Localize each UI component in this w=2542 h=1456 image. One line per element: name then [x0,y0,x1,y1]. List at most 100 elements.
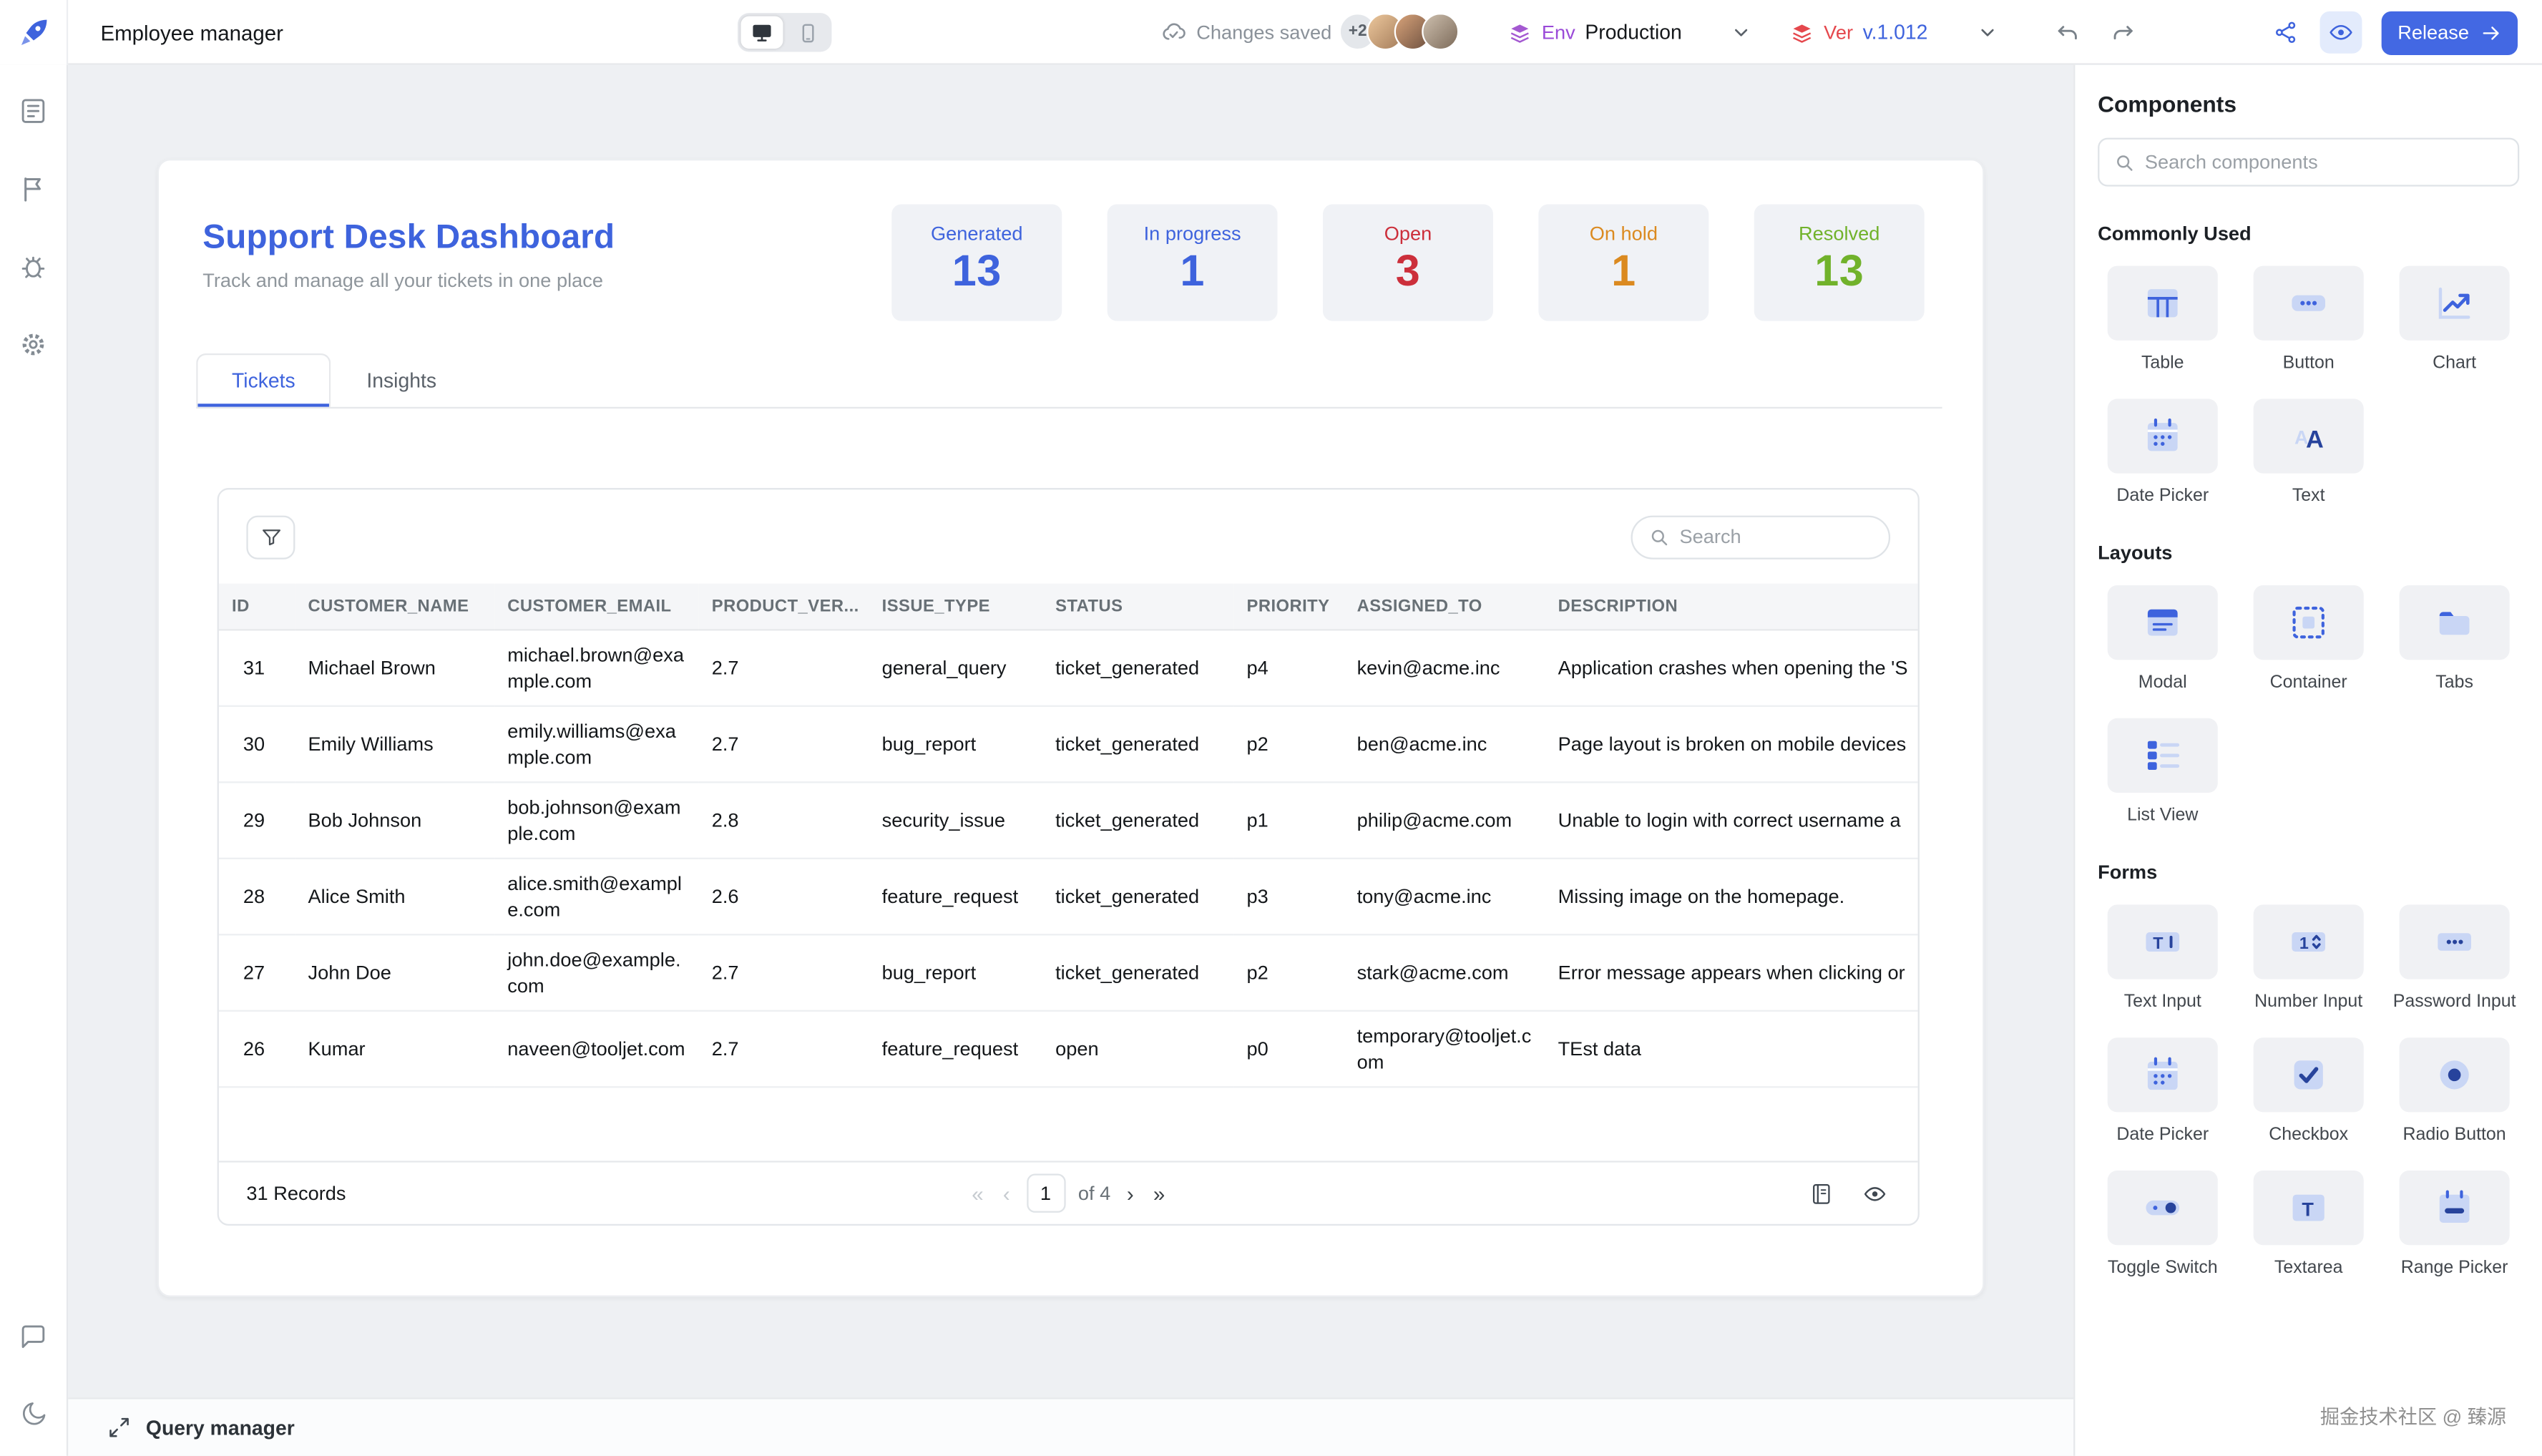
table-row[interactable]: 30 Emily Williams emily.williams@example… [218,705,1918,783]
theme-toggle-button[interactable] [11,1391,56,1436]
redo-button[interactable] [2103,11,2145,54]
mobile-view-button[interactable] [786,16,828,49]
component-item[interactable]: List View [2098,718,2227,825]
component-item[interactable]: Toggle Switch [2098,1171,2227,1278]
component-item[interactable]: 1 Number Input [2244,904,2373,1012]
tab[interactable]: Tickets [196,353,331,407]
cell-description: Error message appears when clicking or [1545,934,1918,1012]
cell-customer-email: bob.johnson@example.com [494,782,699,859]
table-row[interactable]: 29 Bob Johnson bob.johnson@example.com 2… [218,782,1918,859]
share-button[interactable] [2264,11,2307,54]
table-row[interactable]: 31 Michael Brown michael.brown@example.c… [218,630,1918,707]
component-label: Button [2282,353,2335,373]
last-page-button[interactable]: » [1150,1181,1168,1206]
table-body: 31 Michael Brown michael.brown@example.c… [218,630,1918,1088]
component-item[interactable]: Date Picker [2098,399,2227,506]
cell-priority: p1 [1233,782,1344,859]
cell-status: ticket_generated [1042,858,1234,936]
component-item[interactable]: Modal [2098,585,2227,693]
sidebar-pages-button[interactable] [11,87,56,132]
table-footer: 31 Records « ‹ 1 of 4 › » [218,1161,1918,1223]
component-item[interactable]: Password Input [2390,904,2519,1012]
table-row[interactable]: 26 Kumar naveen@tooljet.com 2.7 feature_… [218,1010,1918,1088]
query-manager-bar[interactable]: Query manager [68,1397,2074,1456]
table-row[interactable]: 28 Alice Smith alice.smith@example.com 2… [218,858,1918,936]
column-header[interactable]: DESCRIPTION [1545,583,1918,631]
datepicker-icon [2141,415,2184,457]
cell-customer-name: Kumar [295,1010,495,1088]
top-bar: Employee manager Changes saved +2 [0,0,2542,65]
component-item[interactable]: Date Picker [2098,1037,2227,1145]
sidebar-inspector-button[interactable] [11,165,56,210]
datepicker-icon [2141,1054,2184,1096]
radiobutton-icon [2433,1054,2475,1096]
sidebar-comments-button[interactable] [11,1313,56,1358]
eye-icon [2328,19,2354,45]
sidebar-debugger-button[interactable] [11,243,56,288]
pagination: « ‹ 1 of 4 › » [969,1173,1168,1213]
dashboard-card: Support Desk Dashboard Track and manage … [157,159,1985,1297]
pages-icon [18,95,49,126]
table-row[interactable]: 27 John Doe john.doe@example.com 2.7 bug… [218,934,1918,1012]
component-label: Date Picker [2116,486,2209,506]
component-item[interactable]: Tabs [2390,585,2519,693]
component-item[interactable]: Checkbox [2244,1037,2373,1145]
stats-row: Generated 13 In progress 1 Open 3 On hol… [891,204,1925,321]
search-icon [2114,152,2135,172]
collaborator-avatars[interactable]: +2 [1339,13,1460,51]
tickets-table-widget: IDCUSTOMER_NAMECUSTOMER_EMAILPRODUCT_VER… [217,488,1920,1226]
component-item[interactable]: Radio Button [2390,1037,2519,1145]
column-header[interactable]: ASSIGNED_TO [1344,583,1545,631]
component-item[interactable]: T Text Input [2098,904,2227,1012]
listview-icon [2141,734,2184,776]
column-header[interactable]: CUSTOMER_NAME [295,583,495,631]
table-search-input[interactable] [1679,525,1873,548]
column-header[interactable]: PRIORITY [1233,583,1344,631]
cell-issue-type: general_query [869,630,1042,707]
prev-page-button[interactable]: ‹ [999,1181,1013,1206]
logs-button[interactable] [1804,1177,1837,1209]
component-label: Modal [2138,673,2187,693]
filter-button[interactable] [246,514,295,559]
column-header[interactable]: ID [218,583,295,631]
column-header[interactable]: PRODUCT_VER... [698,583,869,631]
records-count: 31 Records [246,1181,346,1205]
left-sidebar [0,64,69,1456]
visibility-button[interactable] [1858,1177,1890,1209]
chat-icon [18,1321,49,1352]
component-item[interactable]: T Textarea [2244,1171,2373,1278]
app-logo-button[interactable] [0,0,69,65]
device-view-toggle [738,13,832,52]
column-header[interactable]: ISSUE_TYPE [869,583,1042,631]
release-button[interactable]: Release [2381,10,2518,54]
gear-icon [18,328,49,359]
column-header[interactable]: STATUS [1042,583,1234,631]
version-selector[interactable]: Ver v.1.012 [1790,0,2000,65]
component-item[interactable]: Table [2098,265,2227,373]
cell-customer-name: John Doe [295,934,495,1012]
cell-product-version: 2.8 [698,782,869,859]
desktop-view-button[interactable] [740,16,783,49]
cell-status: ticket_generated [1042,782,1234,859]
version-layers-icon [1790,20,1814,44]
chart-icon [2433,282,2475,324]
sidebar-settings-button[interactable] [11,321,56,366]
app-canvas: Support Desk Dashboard Track and manage … [68,64,2074,1456]
app-title[interactable]: Employee manager [100,20,283,45]
modal-icon [2141,602,2184,644]
undo-button[interactable] [2048,11,2090,54]
components-search-input[interactable] [2144,150,2503,174]
component-item[interactable]: Button [2244,265,2373,373]
column-header[interactable]: CUSTOMER_EMAIL [494,583,699,631]
component-item[interactable]: Container [2244,585,2373,693]
next-page-button[interactable]: › [1123,1181,1137,1206]
first-page-button[interactable]: « [969,1181,987,1206]
tab[interactable]: Insights [331,353,472,407]
cell-description: Unable to login with correct username a [1545,782,1918,859]
component-item[interactable]: Chart [2390,265,2519,373]
environment-selector[interactable]: Env Production [1507,0,1753,65]
component-item[interactable]: Range Picker [2390,1171,2519,1278]
preview-button[interactable] [2319,11,2362,54]
